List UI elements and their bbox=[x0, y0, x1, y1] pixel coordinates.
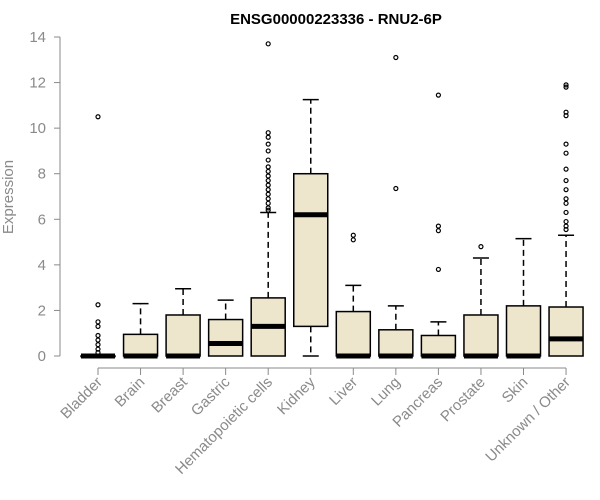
outlier-point bbox=[95, 342, 101, 348]
outlier-point bbox=[563, 209, 569, 216]
box-body bbox=[463, 314, 499, 357]
outlier-point bbox=[265, 141, 271, 147]
outlier-point bbox=[95, 332, 101, 339]
outlier-point bbox=[265, 191, 271, 197]
outlier-point bbox=[265, 200, 271, 206]
y-tick-label: 14 bbox=[29, 29, 46, 46]
outlier-point bbox=[478, 244, 484, 250]
outlier-point bbox=[563, 113, 569, 119]
box-body bbox=[165, 314, 201, 357]
y-tick-label: 4 bbox=[38, 257, 46, 274]
outlier-point bbox=[95, 349, 101, 356]
outlier-point bbox=[563, 196, 569, 202]
y-tick-label: 0 bbox=[38, 348, 46, 365]
outlier-point bbox=[563, 200, 569, 206]
box-body bbox=[548, 306, 584, 357]
box-body bbox=[378, 329, 414, 357]
box-lung bbox=[378, 54, 414, 359]
x-tick-label: Bladder bbox=[57, 374, 106, 423]
outlier-point bbox=[265, 205, 271, 211]
box-pancreas bbox=[420, 92, 457, 359]
outlier-point bbox=[265, 207, 271, 213]
outlier-point bbox=[350, 237, 356, 243]
y-tick-label: 8 bbox=[38, 166, 46, 183]
outlier-point bbox=[95, 323, 101, 329]
outlier-point bbox=[95, 319, 101, 325]
x-tick-label: Lung bbox=[368, 374, 404, 410]
outlier-point bbox=[265, 41, 271, 47]
outlier-point bbox=[563, 166, 569, 172]
outlier-point bbox=[563, 82, 569, 88]
outlier-point bbox=[563, 84, 569, 90]
box-body bbox=[122, 333, 159, 357]
outlier-point bbox=[563, 218, 569, 225]
box-body bbox=[420, 334, 457, 357]
box-breast bbox=[165, 288, 201, 359]
outlier-point bbox=[435, 266, 441, 273]
box-series bbox=[80, 41, 584, 359]
outlier-point bbox=[435, 92, 441, 98]
y-tick-label: 10 bbox=[29, 120, 46, 137]
outlier-point bbox=[563, 141, 569, 147]
outlier-point bbox=[563, 150, 569, 156]
box-gastric bbox=[207, 299, 244, 357]
outlier-point bbox=[265, 134, 271, 140]
box-kidney bbox=[293, 98, 329, 357]
y-axis: 0 2 4 6 8 10 12 14 bbox=[29, 29, 61, 365]
x-tick-label: Prostate bbox=[437, 374, 489, 426]
outlier-point bbox=[563, 226, 569, 233]
outlier-point bbox=[393, 185, 399, 192]
box-body bbox=[335, 310, 372, 357]
outlier-point bbox=[350, 232, 356, 238]
y-tick-label: 6 bbox=[38, 211, 46, 228]
chart-title: ENSG00000223336 - RNU2-6P bbox=[230, 11, 442, 28]
box-prostate bbox=[463, 244, 499, 359]
outlier-point bbox=[95, 337, 101, 343]
box-body bbox=[207, 318, 244, 357]
y-tick-label: 12 bbox=[29, 75, 46, 92]
outlier-point bbox=[265, 130, 271, 136]
outlier-point bbox=[265, 187, 271, 193]
box-bladder bbox=[80, 114, 116, 359]
outlier-point bbox=[265, 157, 271, 163]
x-tick-label: Skin bbox=[499, 374, 532, 407]
y-tick-label: 2 bbox=[38, 302, 46, 319]
outlier-point bbox=[265, 148, 271, 154]
outlier-point bbox=[265, 177, 271, 184]
outlier-point bbox=[95, 114, 101, 120]
box-hematopoietic-cells bbox=[250, 41, 286, 357]
outlier-point bbox=[393, 54, 399, 61]
outlier-point bbox=[563, 187, 569, 193]
box-liver bbox=[335, 232, 372, 359]
box-skin bbox=[505, 237, 542, 359]
x-tick-label: Brain bbox=[112, 374, 149, 411]
outlier-point bbox=[265, 182, 271, 188]
x-tick-label: Breast bbox=[148, 373, 191, 416]
outlier-point bbox=[265, 196, 271, 202]
outlier-point bbox=[95, 302, 101, 308]
outlier-point bbox=[265, 173, 271, 179]
y-axis-label: Expression bbox=[0, 160, 17, 234]
x-tick-label: Liver bbox=[326, 374, 361, 409]
outlier-point bbox=[435, 223, 441, 229]
box-brain bbox=[122, 302, 159, 359]
outlier-point bbox=[265, 164, 271, 170]
box-body bbox=[505, 305, 542, 357]
box-unknown-other bbox=[548, 82, 584, 357]
outlier-point bbox=[563, 177, 569, 184]
box-body bbox=[293, 172, 329, 328]
outlier-point bbox=[265, 168, 271, 175]
outlier-point bbox=[435, 228, 441, 234]
x-tick-label: Kidney bbox=[274, 373, 319, 418]
